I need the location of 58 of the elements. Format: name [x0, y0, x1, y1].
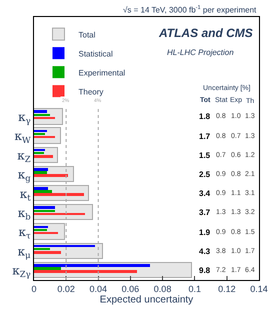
x-tick-label: 0.1 [188, 284, 201, 294]
annotation: 1.7 [199, 132, 211, 141]
y-tick-label: κ$_{Z}$ [17, 148, 31, 164]
x-tick-label: 0.02 [57, 284, 75, 294]
chart-title: ATLAS and CMS [158, 26, 253, 40]
annotation: 4.3 [199, 247, 211, 256]
chart-subtitle: HL-LHC Projection [167, 48, 234, 57]
bar [34, 264, 150, 267]
text: √s = 14 TeV, 3000 fb$^{-1}$ per experiment [123, 5, 258, 14]
x-tick-label: 0 [31, 284, 37, 294]
y-tick-label: κ$_{Zγ}$ [12, 264, 31, 280]
bar [34, 171, 47, 174]
bar [34, 226, 48, 228]
y-tick-label: κ$_{t}$ [20, 186, 32, 202]
bar [34, 190, 52, 193]
bar [34, 133, 45, 135]
bar [34, 267, 61, 270]
annotation: 9.8 [199, 266, 211, 275]
bar [34, 114, 50, 116]
y-tick-label: κ$_{b}$ [18, 206, 31, 222]
y-tick-label: κ$_{W}$ [14, 129, 31, 145]
annotation: 3.7 [199, 208, 211, 217]
bar [34, 136, 55, 138]
legend-label: Total [78, 30, 96, 40]
bar [34, 168, 48, 171]
bar [34, 130, 47, 132]
bar [34, 245, 95, 247]
legend-label: Experimental [78, 68, 126, 78]
bar [34, 210, 55, 212]
annotation: 1.8 [199, 112, 211, 121]
bar [34, 251, 61, 254]
y-tick-label: κ$_{g}$ [18, 168, 32, 184]
x-tick-label: 0.08 [154, 284, 172, 294]
bar [34, 117, 55, 119]
bar [34, 187, 48, 190]
bar [34, 229, 47, 231]
bar [34, 232, 58, 234]
annotation: 2.5 [199, 170, 211, 179]
bar [34, 206, 55, 209]
x-tick-label: 0.14 [250, 284, 268, 294]
x-tick-label: 0.04 [90, 284, 108, 294]
x-tick-label: 0.12 [218, 284, 236, 294]
legend-label: Statistical [78, 49, 113, 58]
annotation: 3.4 [199, 189, 211, 198]
y-tick-label: κ$_{γ}$ [18, 110, 31, 126]
annotation: 1.9 [199, 228, 211, 237]
y-tick-label: κ$_{μ}$ [18, 244, 32, 260]
x-tick-label: 0.06 [122, 284, 140, 294]
legend-label: Theory [78, 87, 104, 96]
y-tick-label: κ$_{τ}$ [18, 225, 31, 241]
bar [34, 152, 44, 154]
bar [34, 270, 137, 273]
annotation: 1.5 [199, 151, 211, 160]
bar [34, 149, 45, 151]
bar [34, 248, 50, 250]
bar [34, 213, 85, 215]
bar [34, 110, 47, 113]
x-axis-title: Expected uncertainty [100, 294, 194, 306]
